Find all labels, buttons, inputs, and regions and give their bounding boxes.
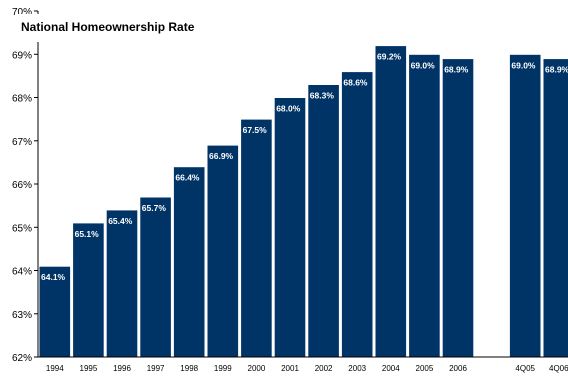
bar-2000 (240, 118, 273, 358)
bar-value-label: 68.0% (276, 104, 301, 114)
chart-title: National Homeownership Rate (21, 20, 195, 34)
x-tick-label: 2005 (416, 364, 434, 373)
x-tick-label: 2001 (281, 364, 299, 373)
x-tick-label: 2006 (449, 364, 467, 373)
bar-2003 (340, 71, 374, 358)
bar-value-label: 65.7% (142, 203, 167, 213)
y-tick-label: 64% (12, 267, 32, 278)
bar-1998 (172, 166, 206, 358)
bar-labels-group: 64.1% 65.1% 65.4% 65.7% 66.4% 66.9% 67.5% 68.0%… (41, 52, 568, 283)
x-tick-label: 1996 (113, 364, 131, 373)
x-tick-label: 4Q05 (515, 364, 535, 373)
bar-value-label: 65.1% (75, 229, 100, 239)
axis-group: 1994 1995 1996 1997 1998 1999 2000 2001 2002 2003… (12, 7, 568, 373)
bar-value-label: 68.9% (444, 65, 469, 75)
bars-group (38, 45, 568, 358)
x-tick-label: 1999 (214, 364, 232, 373)
bar-value-label: 66.4% (175, 173, 200, 183)
bar-value-label: 69.2% (377, 52, 402, 62)
title-box (15, 14, 235, 42)
bar-value-label: 64.1% (41, 272, 66, 282)
y-tick-label: 70% (12, 7, 32, 18)
bar-4Q06 (542, 58, 568, 358)
bar-2004 (374, 45, 408, 358)
x-tick-label: 1997 (147, 364, 165, 373)
bar-1995 (72, 222, 105, 358)
bar-value-label: 67.5% (243, 125, 268, 135)
x-tick-label: 2003 (348, 364, 366, 373)
bar-value-label: 69.0% (511, 60, 536, 70)
bar-1999 (206, 144, 240, 358)
bar-2005 (408, 53, 441, 358)
y-tick-label: 63% (12, 310, 32, 321)
bar-value-label: 66.9% (209, 151, 234, 161)
bar-1996 (105, 209, 139, 358)
bar-4Q05 (508, 53, 542, 358)
y-tick-label: 62% (12, 353, 32, 364)
bar-value-label: 69.0% (411, 60, 436, 70)
bar-value-label: 68.6% (343, 78, 368, 88)
x-tick-label: 1998 (180, 364, 198, 373)
bar-2001 (273, 97, 307, 358)
bar-1997 (139, 196, 172, 358)
y-tick-label: 67% (12, 137, 32, 148)
bar-value-label: 68.3% (310, 91, 335, 101)
bar-2002 (307, 84, 340, 358)
bar-2006 (441, 58, 475, 358)
y-tick-label: 68% (12, 94, 32, 105)
x-tick-label: 2004 (382, 364, 400, 373)
x-tick-label: 1995 (80, 364, 98, 373)
bar-1994 (38, 265, 72, 358)
y-tick-label: 66% (12, 180, 32, 191)
x-tick-label: 2002 (315, 364, 333, 373)
x-tick-label: 2000 (248, 364, 266, 373)
y-tick-label: 65% (12, 223, 32, 234)
x-tick-label: 4Q06 (549, 364, 568, 373)
x-tick-label: 1994 (46, 364, 64, 373)
bar-value-label: 68.9% (545, 65, 568, 75)
bar-value-label: 65.4% (108, 216, 133, 226)
y-tick-label: 69% (12, 50, 32, 61)
